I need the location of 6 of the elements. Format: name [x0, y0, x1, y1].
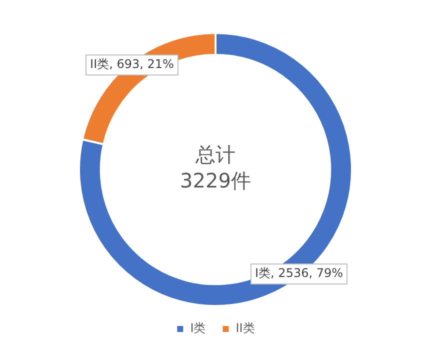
- legend-label: I类: [190, 321, 206, 336]
- legend-label: II类: [236, 321, 255, 336]
- data-label: I类, 2536, 79%: [255, 266, 344, 280]
- text: 3229件: [180, 168, 251, 193]
- text: 总计: [194, 142, 236, 167]
- data-label: II类, 693, 21%: [90, 57, 174, 72]
